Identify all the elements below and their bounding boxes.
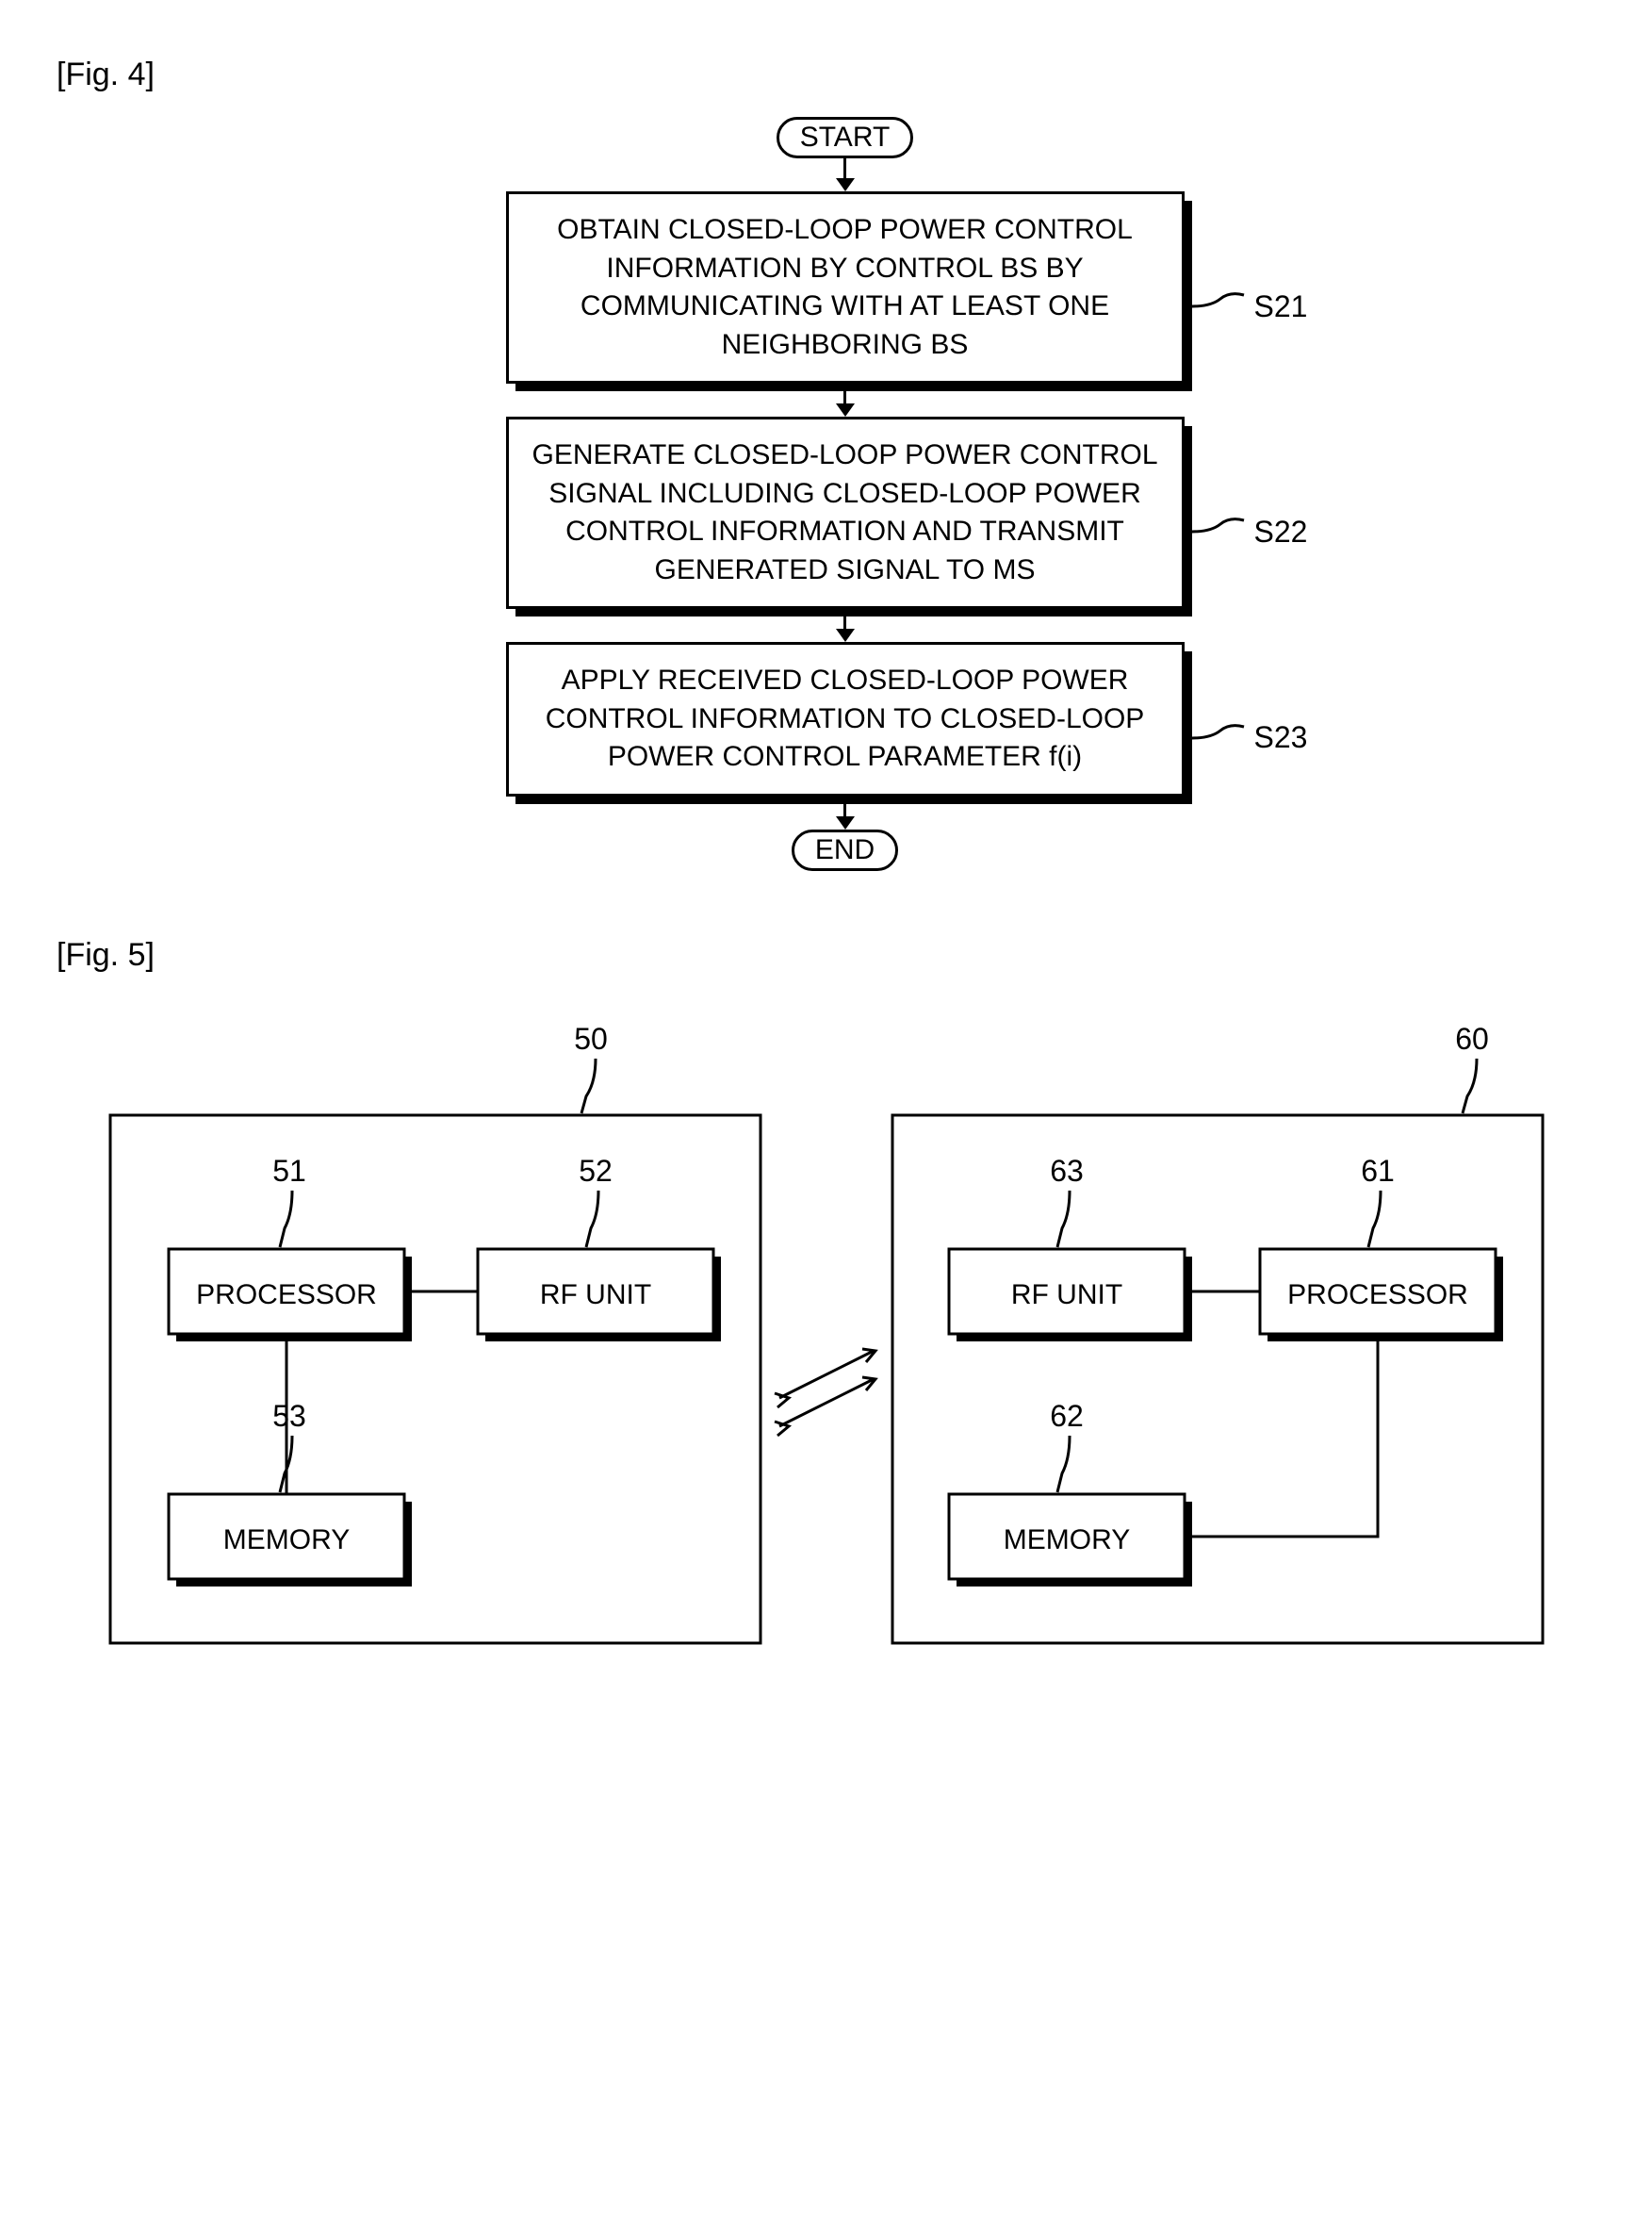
ref-63: 63 <box>1050 1154 1084 1188</box>
start-terminator: START <box>777 117 914 158</box>
ref-61: 61 <box>1361 1154 1395 1188</box>
node-rfunit-left: RF UNIT <box>478 1249 721 1341</box>
ref-51: 51 <box>272 1154 306 1188</box>
step-box: OBTAIN CLOSED-LOOP POWER CONTROL INFORMA… <box>506 191 1185 384</box>
step-s23: APPLY RECEIVED CLOSED-LOOP POWER CONTROL… <box>506 642 1185 797</box>
step-tag: S22 <box>1254 515 1308 550</box>
node-memory-right: MEMORY <box>949 1494 1192 1587</box>
wireless-link-icon <box>775 1349 875 1436</box>
svg-text:PROCESSOR: PROCESSOR <box>1287 1279 1468 1310</box>
ref-50: 50 <box>574 1022 608 1056</box>
ref-60: 60 <box>1455 1022 1489 1056</box>
node-processor-left: PROCESSOR <box>169 1249 412 1341</box>
fig5-label: [Fig. 5] <box>57 937 1614 974</box>
node-processor-right: PROCESSOR <box>1260 1249 1503 1341</box>
node-memory-left: MEMORY <box>169 1494 412 1587</box>
fig5-svg: .box { fill:#fff; stroke:#000; stroke-wi… <box>63 1002 1590 1681</box>
node-rfunit-right: RF UNIT <box>949 1249 1192 1341</box>
step-tag-leader: S21 <box>1192 288 1308 325</box>
svg-text:RF UNIT: RF UNIT <box>539 1279 650 1310</box>
svg-text:MEMORY: MEMORY <box>222 1524 349 1555</box>
step-tag: S21 <box>1254 289 1308 324</box>
step-tag: S23 <box>1254 720 1308 755</box>
step-box: GENERATE CLOSED-LOOP POWER CONTROL SIGNA… <box>506 417 1185 609</box>
ref-52: 52 <box>579 1154 613 1188</box>
step-tag-leader: S23 <box>1192 719 1308 757</box>
end-terminator: END <box>792 830 898 871</box>
svg-text:RF UNIT: RF UNIT <box>1010 1279 1121 1310</box>
step-box: APPLY RECEIVED CLOSED-LOOP POWER CONTROL… <box>506 642 1185 797</box>
arrow <box>836 158 855 191</box>
svg-text:PROCESSOR: PROCESSOR <box>196 1279 377 1310</box>
block-diagram-fig5: .box { fill:#fff; stroke:#000; stroke-wi… <box>63 1002 1590 1681</box>
fig4-label: [Fig. 4] <box>57 57 1614 93</box>
svg-text:MEMORY: MEMORY <box>1003 1524 1129 1555</box>
step-tag-leader: S22 <box>1192 513 1308 551</box>
step-s22: GENERATE CLOSED-LOOP POWER CONTROL SIGNA… <box>506 417 1185 609</box>
ref-62: 62 <box>1050 1399 1084 1433</box>
step-s21: OBTAIN CLOSED-LOOP POWER CONTROL INFORMA… <box>506 191 1185 384</box>
ref-53: 53 <box>272 1399 306 1433</box>
flowchart-fig4: START OBTAIN CLOSED-LOOP POWER CONTROL I… <box>38 117 1614 871</box>
